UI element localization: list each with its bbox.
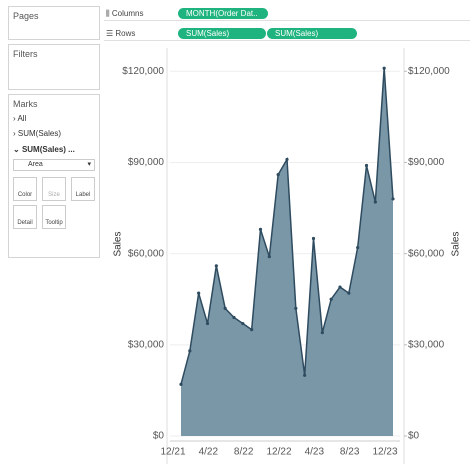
point bbox=[338, 285, 342, 289]
point bbox=[223, 306, 227, 310]
pill[interactable]: SUM(Sales) bbox=[178, 28, 266, 39]
chart: Sales Sales $0 $30,000 $60,000 $90,000 $120,… bbox=[113, 48, 462, 464]
y-tick-label: $120,000 bbox=[122, 66, 164, 77]
point bbox=[329, 297, 333, 301]
point bbox=[285, 157, 289, 162]
mark-type-dropdown[interactable]: Area ▾ bbox=[13, 159, 95, 171]
point bbox=[320, 331, 324, 335]
y2-tick-label: $120,000 bbox=[408, 66, 450, 77]
point bbox=[232, 315, 236, 320]
marks-all[interactable]: › All bbox=[13, 114, 27, 123]
area bbox=[181, 68, 393, 437]
label: All bbox=[17, 114, 27, 123]
point bbox=[391, 197, 395, 201]
point bbox=[250, 328, 254, 332]
point bbox=[267, 255, 271, 259]
x-tick-label: 8/23 bbox=[340, 447, 360, 458]
mark-button[interactable]: Tooltip bbox=[42, 205, 66, 229]
point bbox=[205, 321, 210, 326]
point bbox=[311, 236, 316, 241]
panel-title: Pages bbox=[13, 11, 39, 21]
pages-panel: Pages bbox=[8, 6, 100, 40]
x-tick-label: 4/22 bbox=[199, 447, 219, 458]
pill[interactable]: MONTH(Order Dat.. bbox=[178, 8, 268, 19]
x-tick-label: 12/21 bbox=[160, 447, 185, 458]
y2-tick-label: $0 bbox=[408, 431, 420, 442]
mark-button[interactable]: Color bbox=[13, 177, 37, 201]
shelf-label: ⫼ Columns bbox=[106, 9, 144, 18]
shelf-label: ☰ Rows bbox=[106, 29, 136, 38]
y-tick-label: $60,000 bbox=[128, 248, 165, 259]
mark-button[interactable]: Size bbox=[42, 177, 66, 201]
y2-axis-title: Sales bbox=[451, 231, 462, 256]
x-tick-label: 12/22 bbox=[266, 447, 291, 458]
label: SUM(Sales) bbox=[17, 129, 62, 138]
y-tick-label: $90,000 bbox=[128, 157, 165, 168]
dropdown-arrow: ▾ bbox=[87, 161, 91, 168]
point bbox=[214, 264, 218, 268]
point bbox=[303, 373, 307, 377]
point bbox=[347, 291, 351, 295]
filters-panel: Filters bbox=[8, 44, 100, 90]
label: Columns bbox=[111, 9, 144, 18]
label: Rows bbox=[115, 29, 136, 38]
point bbox=[188, 349, 192, 353]
marks-card[interactable]: ⌄ SUM(Sales) ... bbox=[13, 145, 75, 154]
panel-title: Marks bbox=[13, 99, 38, 109]
marks-panel: Marks › All › SUM(Sales) ⌄ SUM(Sales) ..… bbox=[8, 94, 100, 258]
pill[interactable]: SUM(Sales) bbox=[267, 28, 357, 39]
rows-shelf: ☰ Rows SUM(Sales) SUM(Sales) bbox=[104, 26, 470, 41]
label: SUM(Sales) ... bbox=[21, 145, 75, 154]
x-tick-label: 12/23 bbox=[372, 447, 397, 458]
point bbox=[179, 382, 183, 386]
y2-tick-label: $60,000 bbox=[408, 248, 445, 259]
y-axis-title: Sales bbox=[113, 231, 124, 256]
point bbox=[197, 291, 201, 295]
x-tick-label: 8/22 bbox=[234, 447, 254, 458]
y2-tick-label: $90,000 bbox=[408, 157, 445, 168]
point bbox=[382, 66, 386, 70]
marks-card[interactable]: › SUM(Sales) bbox=[13, 129, 62, 138]
y-tick-label: $30,000 bbox=[128, 339, 165, 350]
point bbox=[364, 163, 369, 168]
point bbox=[373, 200, 377, 204]
point bbox=[276, 173, 280, 177]
point bbox=[258, 227, 263, 231]
columns-shelf: ⫼ Columns MONTH(Order Dat.. bbox=[104, 6, 470, 21]
x-tick-label: 4/23 bbox=[305, 447, 325, 458]
point bbox=[356, 245, 360, 250]
y-tick-label: $0 bbox=[153, 431, 165, 442]
panel-title: Filters bbox=[13, 49, 38, 59]
mark-button[interactable]: Detail bbox=[13, 205, 37, 229]
point bbox=[241, 321, 245, 326]
mark-type: Area bbox=[28, 161, 43, 168]
mark-button[interactable]: Label bbox=[71, 177, 95, 201]
y2-tick-label: $30,000 bbox=[408, 339, 445, 350]
point bbox=[294, 306, 298, 310]
